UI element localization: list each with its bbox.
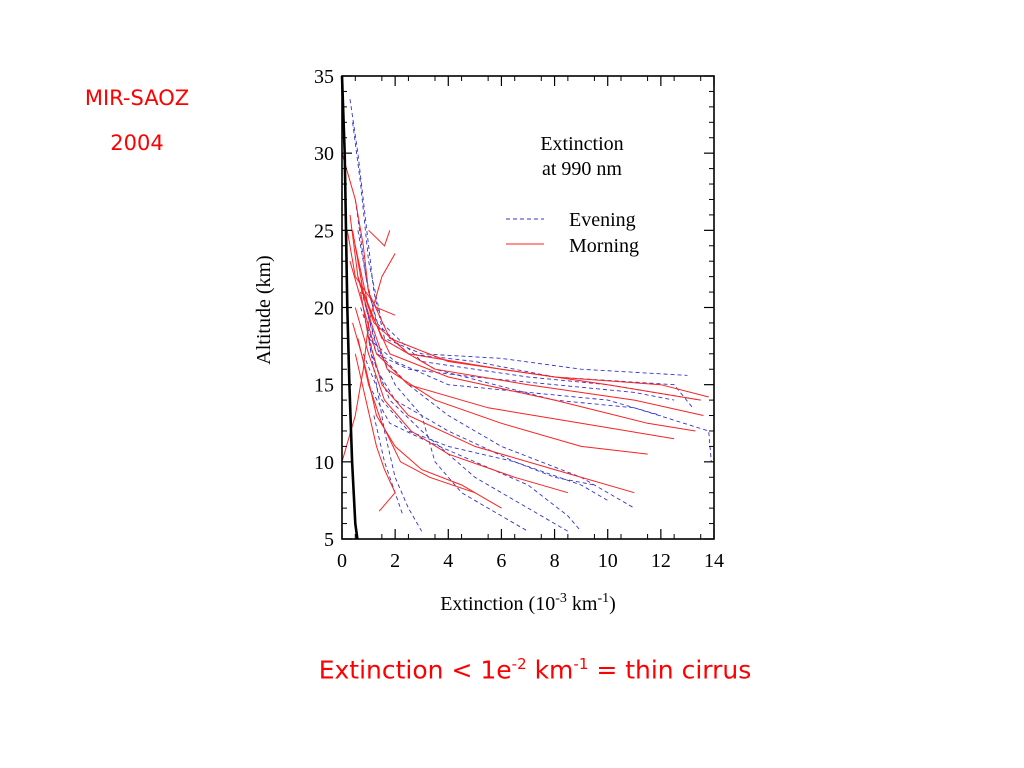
x-tick-label: 0 (337, 550, 347, 572)
axis-ticks-group (341, 75, 715, 540)
evening-profile-line (362, 353, 595, 486)
y-tick-label: 10 (314, 452, 334, 474)
footnote-exp2: -1 (573, 655, 589, 673)
x-tick-label: 6 (496, 550, 506, 572)
morning-profile-line (354, 353, 396, 512)
evening-profile-line (357, 276, 529, 532)
morning-profile-line (354, 245, 696, 432)
x-axis-label-mid: km (567, 593, 598, 615)
morning-profile-line (341, 253, 396, 462)
y-tick-label: 25 (314, 220, 334, 242)
morning-profiles-group (341, 153, 709, 512)
y-axis-label: Altitude (km) (253, 255, 275, 364)
plot-frame (341, 75, 715, 540)
x-tick-label: 8 (550, 550, 560, 572)
y-tick-label: 5 (324, 529, 334, 551)
x-axis-label-exp2: -1 (597, 591, 609, 606)
annotation-line-2: at 990 nm (542, 158, 622, 180)
evening-profile-line (349, 99, 688, 376)
extinction-profile-chart: 0 2 4 6 8 10 12 14 5 10 15 20 25 30 35 Extinction at … (253, 66, 724, 615)
annotation-line-1: Extinction (540, 133, 623, 155)
evening-profile-line (360, 307, 675, 401)
evening-profile-line (357, 230, 712, 462)
morning-profile-line (346, 230, 396, 316)
evening-profile-line (373, 415, 404, 517)
legend-morning-label: Morning (569, 235, 639, 257)
morning-profile-line (357, 276, 648, 455)
footnote-suffix: = thin cirrus (588, 655, 752, 685)
legend-evening-label: Evening (569, 209, 636, 231)
x-tick-labels: 0 2 4 6 8 10 12 14 (337, 550, 724, 572)
evening-profile-line (368, 338, 662, 416)
x-tick-label: 2 (390, 550, 400, 572)
evening-profile-line (365, 322, 608, 501)
morning-profile-line (357, 338, 476, 494)
footnote-thin-cirrus: Extinction < 1e-2 km-1 = thin cirrus (290, 655, 780, 684)
slide-title-year: 2004 (110, 131, 164, 155)
threshold-curve-line (340, 75, 359, 540)
x-axis-label: Extinction (10-3 km-1) (440, 591, 616, 615)
evening-profile-line (354, 199, 694, 409)
morning-profile-line (354, 307, 569, 494)
evening-profile-line (368, 384, 582, 532)
footnote-mid: km (526, 655, 574, 685)
x-axis-label-end: ) (609, 593, 616, 615)
morning-profile-line (368, 229, 391, 247)
x-tick-label: 12 (651, 550, 671, 572)
threshold-curve-group (340, 75, 359, 540)
morning-profile-line (360, 292, 635, 494)
morning-profile-line (349, 214, 701, 401)
y-tick-label: 15 (314, 375, 334, 397)
morning-profile-line (349, 261, 675, 440)
y-tick-labels: 5 10 15 20 25 30 35 (314, 66, 334, 551)
x-tick-label: 14 (704, 550, 724, 572)
y-tick-label: 20 (314, 298, 334, 320)
y-tick-label: 30 (314, 143, 334, 165)
y-tick-label: 35 (314, 66, 334, 88)
morning-profile-line (352, 230, 704, 416)
x-tick-label: 4 (443, 550, 453, 572)
x-axis-label-exp1: -3 (555, 591, 567, 606)
footnote-prefix: Extinction < 1e (318, 655, 512, 685)
x-axis-label-text: Extinction (10 (440, 593, 555, 615)
slide-title-instrument: MIR-SAOZ (84, 86, 190, 110)
evening-profile-line (354, 245, 635, 509)
evening-profile-line (360, 292, 423, 532)
x-tick-label: 10 (598, 550, 618, 572)
evening-profiles-group (349, 99, 712, 532)
evening-profile-line (362, 307, 569, 532)
footnote-exp1: -2 (511, 655, 527, 673)
legend: Evening Morning (506, 209, 639, 257)
evening-profile-line (352, 122, 701, 401)
morning-profile-line (341, 153, 709, 398)
morning-profile-line (352, 322, 502, 509)
